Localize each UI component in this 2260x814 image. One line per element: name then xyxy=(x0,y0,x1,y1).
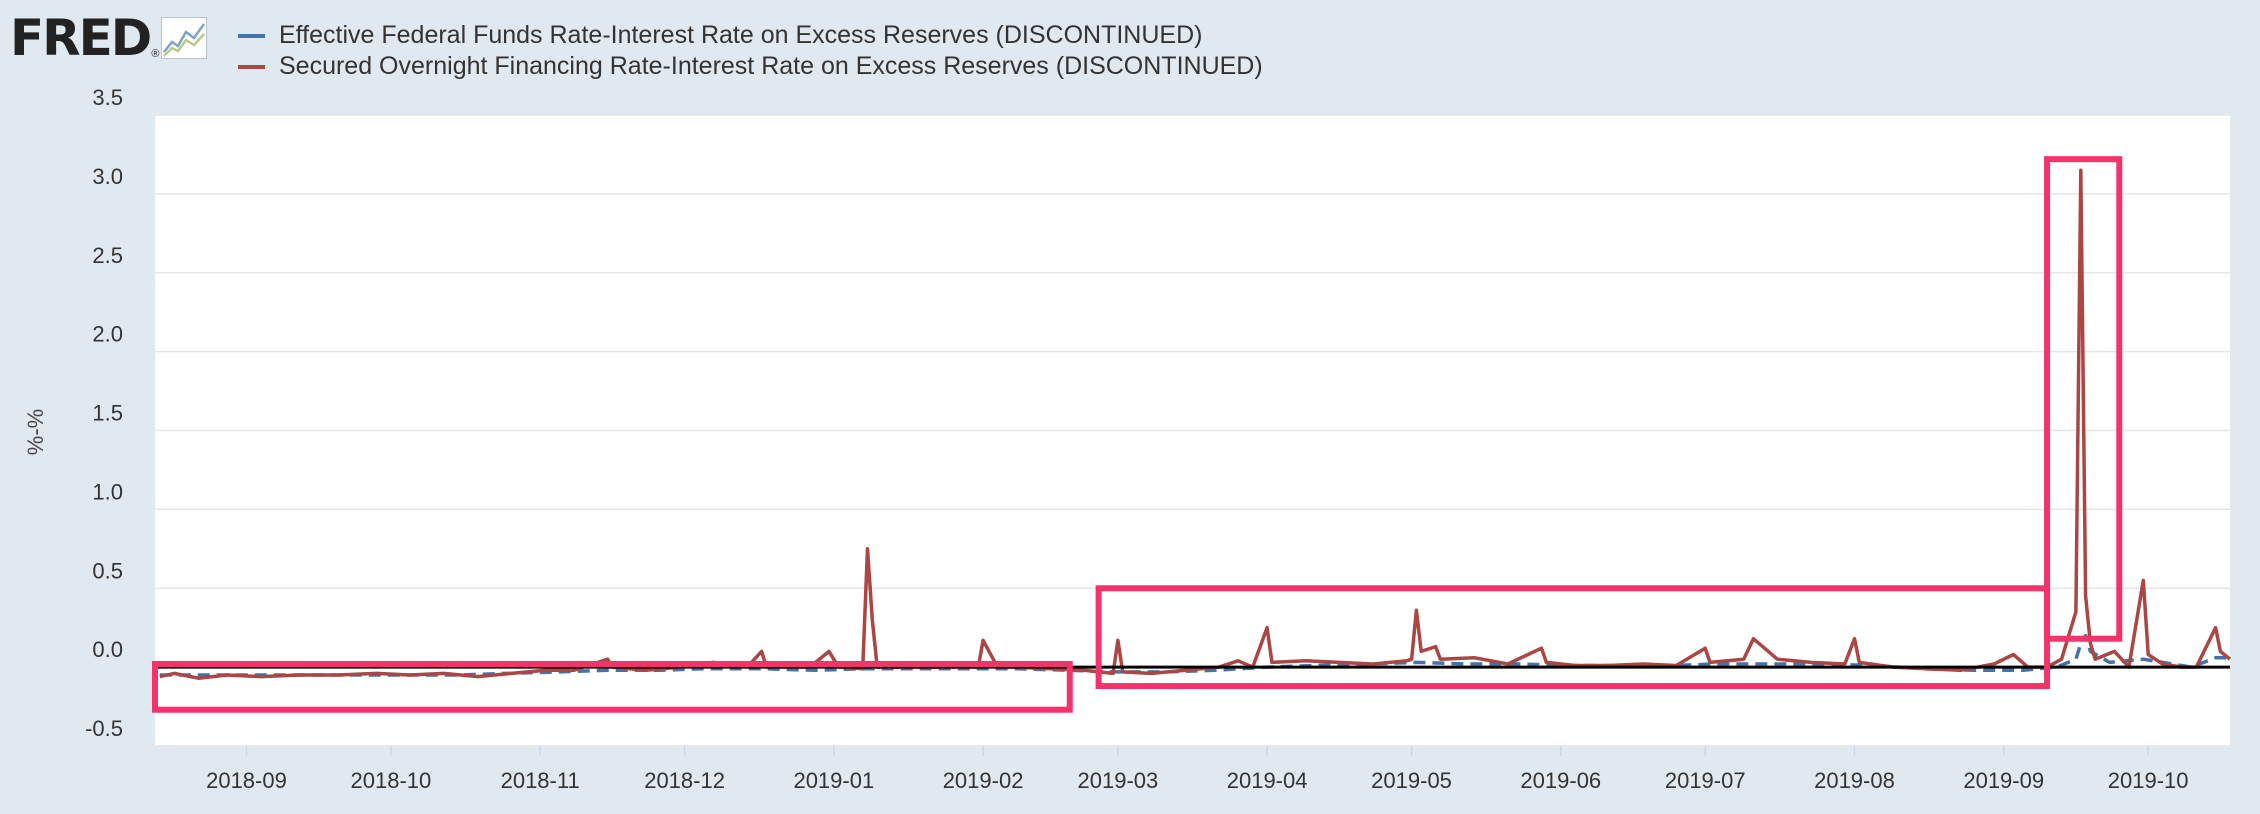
x-axis-ticks: 2018-09 2018-10 2018-11 2018-12 2019-01 2019-… xyxy=(206,746,2189,793)
y-tick-label: -0.5 xyxy=(85,716,123,741)
y-tick-label: 0.5 xyxy=(92,558,123,583)
legend-swatch-sofr xyxy=(238,64,265,69)
legend-label-sofr: Secured Overnight Financing Rate-Interes… xyxy=(279,52,1263,80)
highlight-box xyxy=(152,660,1073,713)
legend-item-sofr[interactable]: Secured Overnight Financing Rate-Interes… xyxy=(238,51,1263,82)
x-tick-label: 2019-09 xyxy=(1963,768,2044,793)
x-tick-label: 2018-11 xyxy=(501,768,580,793)
x-tick-label: 2019-06 xyxy=(1520,768,1601,793)
y-tick-label: 3.5 xyxy=(92,85,123,110)
legend-swatch-effr xyxy=(238,33,265,38)
y-tick-label: 2.5 xyxy=(92,243,123,268)
x-tick-label: 2018-09 xyxy=(206,768,287,793)
x-tick-label: 2018-12 xyxy=(644,768,725,793)
highlight-boxes xyxy=(152,156,2123,713)
y-axis-ticks: 3.5 3.0 2.5 2.0 1.5 1.0 0.5 0.0 -0.5 xyxy=(85,85,123,741)
x-tick-label: 2019-08 xyxy=(1814,768,1895,793)
x-tick-label: 2019-02 xyxy=(943,768,1024,793)
x-tick-label: 2019-07 xyxy=(1665,768,1746,793)
highlight-box xyxy=(2044,156,2123,642)
x-tick-label: 2019-03 xyxy=(1078,768,1159,793)
fred-logo[interactable]: FRED ® xyxy=(10,9,208,67)
x-tick-label: 2019-10 xyxy=(2108,768,2189,793)
series-line-effr xyxy=(159,633,2230,677)
x-tick-label: 2019-05 xyxy=(1371,768,1452,793)
chart-legend: Effective Federal Funds Rate-Interest Ra… xyxy=(238,20,1263,82)
y-tick-label: 1.0 xyxy=(92,479,123,504)
chart-line-icon xyxy=(161,17,208,59)
logo-registered-mark: ® xyxy=(151,48,160,60)
y-tick-label: 2.0 xyxy=(92,322,123,347)
x-tick-label: 2019-01 xyxy=(793,768,874,793)
x-tick-label: 2019-04 xyxy=(1227,768,1308,793)
logo-text: FRED xyxy=(10,9,152,67)
legend-item-effr[interactable]: Effective Federal Funds Rate-Interest Ra… xyxy=(238,20,1263,51)
y-tick-label: 3.0 xyxy=(92,164,123,189)
y-tick-label: 1.5 xyxy=(92,401,123,426)
y-tick-label: 0.0 xyxy=(92,637,123,662)
legend-label-effr: Effective Federal Funds Rate-Interest Ra… xyxy=(279,21,1203,49)
x-tick-label: 2018-10 xyxy=(351,768,432,793)
